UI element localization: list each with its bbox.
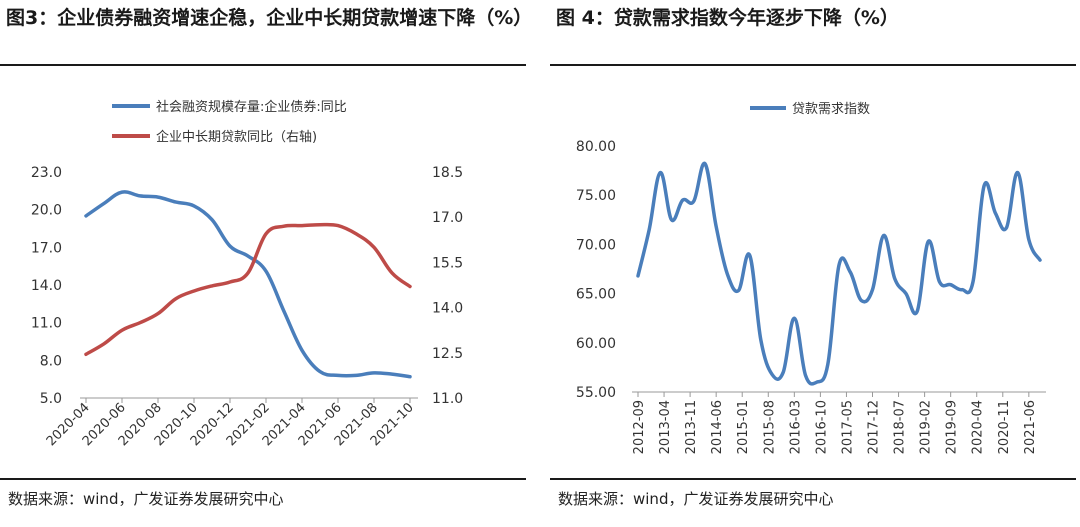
figure-4-title: 图 4：贷款需求指数今年逐步下降（%） <box>556 7 899 29</box>
x-tick-label: 2018-07 <box>893 400 908 454</box>
y-tick-label: 65.00 <box>576 287 616 303</box>
y-tick-label: 75.00 <box>576 188 616 204</box>
x-tick-label: 2015-01 <box>736 400 751 454</box>
x-tick-label: 2013-04 <box>658 400 673 454</box>
x-tick-label: 2020-11 <box>997 400 1012 454</box>
y-left-tick-label: 14.0 <box>31 278 62 294</box>
y-tick-label: 55.00 <box>576 385 616 401</box>
y-tick-label: 80.00 <box>576 139 616 155</box>
y-tick-label: 60.00 <box>576 336 616 352</box>
legend-label: 社会融资规模存量:企业债券:同比 <box>156 99 347 115</box>
y-right-tick-label: 18.5 <box>432 165 463 181</box>
figure-4-source: 数据来源：wind，广发证券发展研究中心 <box>558 490 834 508</box>
y-left-tick-label: 17.0 <box>31 240 62 256</box>
y-right-tick-label: 15.5 <box>432 255 463 271</box>
figure-3-title: 图3：企业债券融资增速企稳，企业中长期贷款增速下降（%） <box>6 7 533 29</box>
x-tick-label: 2012-09 <box>632 400 647 454</box>
figure-4-panel: 图 4：贷款需求指数今年逐步下降（%） 贷款需求指数 55.00 60.00 65.0… <box>550 0 1080 527</box>
y-right-tick-label: 11.0 <box>432 391 463 407</box>
x-tick-label: 2021-06 <box>1023 400 1038 454</box>
x-tick-label: 2019-09 <box>945 400 960 454</box>
y-left-tick-label: 20.0 <box>31 203 62 219</box>
series-line-loans <box>84 222 412 357</box>
x-tick-label: 2017-05 <box>840 400 855 454</box>
series-line-bonds <box>84 190 412 379</box>
source-divider <box>0 478 526 480</box>
y-right-tick-label: 17.0 <box>432 210 463 226</box>
figure-3-panel: 图3：企业债券融资增速企稳，企业中长期贷款增速下降（%） 社会融资规模存量:企业… <box>0 0 533 527</box>
x-tick-label: 2020-04 <box>971 400 986 454</box>
y-left-tick-label: 8.0 <box>40 353 62 369</box>
legend-label: 企业中长期贷款同比（右轴) <box>156 129 317 145</box>
figure-3-source: 数据来源：wind，广发证券发展研究中心 <box>8 490 284 508</box>
x-tick-label: 2013-11 <box>684 400 699 454</box>
x-tick-label: 2014-06 <box>710 400 725 454</box>
y-right-tick-label: 14.0 <box>432 301 463 317</box>
title-divider <box>0 64 526 66</box>
x-tick-label: 2015-08 <box>762 400 777 454</box>
title-divider <box>550 64 1076 66</box>
y-tick-label: 70.00 <box>576 237 616 253</box>
y-right-tick-label: 12.5 <box>432 346 463 362</box>
y-left-tick-label: 5.0 <box>40 391 62 407</box>
y-left-tick-label: 11.0 <box>31 316 62 332</box>
source-divider <box>550 478 1076 480</box>
legend-label: 贷款需求指数 <box>792 102 870 117</box>
x-tick-label: 2019-02 <box>919 400 934 454</box>
x-tick-label: 2016-10 <box>814 400 829 454</box>
figure-4-chart: 贷款需求指数 55.00 60.00 65.00 70.00 75.00 80.00 2012… <box>576 102 1046 454</box>
x-tick-label: 2016-03 <box>788 400 803 454</box>
y-left-tick-label: 23.0 <box>31 165 62 181</box>
x-tick-label: 2017-12 <box>867 400 882 454</box>
series-line-loan-demand <box>636 161 1042 386</box>
